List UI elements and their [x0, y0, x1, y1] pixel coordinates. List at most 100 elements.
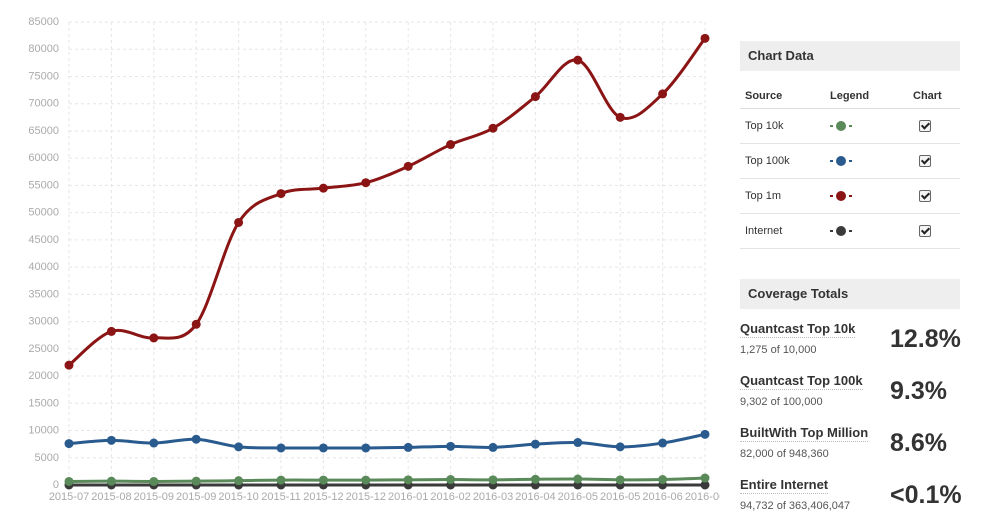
x-tick-label: 2015-09: [134, 491, 174, 503]
data-point-internet[interactable]: [700, 480, 710, 490]
series-line-top-10k: [68, 476, 706, 483]
data-point-top-100k[interactable]: [530, 439, 540, 449]
chart-toggle-checkbox[interactable]: [919, 225, 931, 238]
series-line-top-100k: [68, 432, 706, 450]
data-point-top-10k[interactable]: [106, 476, 116, 486]
y-tick-label: 85000: [28, 16, 59, 28]
y-tick-label: 35000: [28, 288, 59, 300]
table-row: Top 100k: [740, 143, 960, 179]
x-tick-label: 2015-08: [91, 491, 131, 503]
data-point-top-1m[interactable]: [149, 333, 159, 343]
y-tick-label: 50000: [28, 207, 59, 219]
data-point-top-100k[interactable]: [488, 442, 498, 452]
data-point-top-1m[interactable]: [446, 140, 456, 150]
x-tick-label: 2016-04: [515, 491, 555, 503]
data-point-top-1m[interactable]: [658, 89, 668, 99]
data-point-top-100k[interactable]: [403, 442, 413, 452]
data-point-top-10k[interactable]: [700, 473, 710, 483]
coverage-name-link[interactable]: Quantcast Top 100k: [740, 373, 863, 390]
chart-series: [64, 33, 710, 490]
coverage-name-link[interactable]: Quantcast Top 10k: [740, 321, 856, 338]
data-point-top-100k[interactable]: [106, 435, 116, 445]
table-header-row: Source Legend Chart: [740, 84, 960, 109]
chart-grid: [68, 21, 706, 486]
data-point-top-10k[interactable]: [573, 474, 583, 484]
data-point-top-100k[interactable]: [615, 442, 625, 452]
data-point-top-1m[interactable]: [488, 123, 498, 133]
y-tick-label: 80000: [28, 43, 59, 55]
data-point-top-1m[interactable]: [700, 33, 710, 43]
table-row: Internet: [740, 213, 960, 249]
data-point-top-10k[interactable]: [530, 474, 540, 484]
chart-data-header: Chart Data: [740, 41, 960, 71]
data-point-top-100k[interactable]: [234, 442, 244, 452]
coverage-item-top-million: BuiltWith Top Million 82,000 of 948,360 …: [740, 425, 980, 473]
data-point-top-100k[interactable]: [361, 443, 371, 453]
coverage-item-top-10k: Quantcast Top 10k 1,275 of 10,000 12.8%: [740, 321, 980, 369]
x-tick-label: 2016-02: [430, 491, 470, 503]
data-point-top-100k[interactable]: [149, 438, 159, 448]
y-tick-label: 60000: [28, 152, 59, 164]
series-line-top-1m: [68, 37, 707, 367]
data-point-top-1m[interactable]: [361, 178, 371, 188]
x-tick-label: 2015-09: [176, 491, 216, 503]
y-tick-label: 65000: [28, 125, 59, 137]
data-point-top-100k[interactable]: [276, 443, 286, 453]
data-point-top-100k[interactable]: [318, 443, 328, 453]
coverage-percent: 12.8%: [890, 325, 961, 353]
x-tick-label: 2016-06: [642, 491, 682, 503]
coverage-percent: 9.3%: [890, 377, 947, 405]
coverage-name-link[interactable]: Entire Internet: [740, 477, 829, 494]
data-point-top-1m[interactable]: [106, 326, 116, 336]
data-point-top-10k[interactable]: [191, 476, 201, 486]
data-point-top-1m[interactable]: [276, 189, 286, 199]
data-point-top-10k[interactable]: [658, 475, 668, 485]
data-point-top-10k[interactable]: [318, 475, 328, 485]
data-point-top-100k[interactable]: [573, 438, 583, 448]
data-point-top-10k[interactable]: [276, 475, 286, 485]
data-point-top-100k[interactable]: [64, 439, 74, 449]
data-point-top-10k[interactable]: [488, 475, 498, 485]
source-label: Top 1m: [740, 178, 825, 214]
y-tick-label: 5000: [35, 452, 59, 464]
data-point-top-100k[interactable]: [700, 429, 710, 439]
y-tick-label: 40000: [28, 261, 59, 273]
chart-toggle-checkbox[interactable]: [919, 120, 931, 133]
chart-toggle-checkbox[interactable]: [919, 155, 931, 168]
data-point-top-1m[interactable]: [573, 55, 583, 65]
data-point-top-1m[interactable]: [234, 217, 244, 227]
data-point-top-10k[interactable]: [403, 475, 413, 485]
data-point-top-10k[interactable]: [64, 476, 74, 486]
data-point-top-1m[interactable]: [615, 112, 625, 122]
data-point-top-1m[interactable]: [64, 360, 74, 370]
data-point-top-10k[interactable]: [446, 475, 456, 485]
data-point-top-10k[interactable]: [149, 476, 159, 486]
data-point-top-1m[interactable]: [530, 92, 540, 102]
coverage-detail: 1,275 of 10,000: [740, 344, 817, 356]
source-label: Top 10k: [740, 108, 825, 144]
x-tick-label: 2015-11: [261, 491, 301, 503]
coverage-percent: 8.6%: [890, 429, 947, 457]
y-axis-ticks: 0 5000 10000 15000 20000 25000 30000 35000 40000…: [28, 16, 59, 491]
chart-data-table: Source Legend Chart Top 10k Top 100k Top…: [740, 84, 960, 249]
x-tick-label: 2015-12: [346, 491, 386, 503]
data-point-top-10k[interactable]: [234, 476, 244, 486]
coverage-percent: <0.1%: [890, 481, 962, 509]
data-point-top-1m[interactable]: [403, 161, 413, 171]
chart-toggle-checkbox[interactable]: [919, 190, 931, 203]
data-point-top-10k[interactable]: [361, 475, 371, 485]
data-point-top-100k[interactable]: [191, 434, 201, 444]
y-tick-label: 15000: [28, 397, 59, 409]
data-point-top-1m[interactable]: [191, 319, 201, 329]
x-tick-label: 2016-05: [558, 491, 598, 503]
data-point-top-1m[interactable]: [318, 183, 328, 193]
data-point-top-10k[interactable]: [615, 475, 625, 485]
source-column-header: Source: [740, 84, 825, 109]
x-tick-label: 2015-07: [49, 491, 89, 503]
source-label: Internet: [740, 213, 825, 249]
y-tick-label: 70000: [28, 98, 59, 110]
y-tick-label: 0: [53, 479, 59, 491]
data-point-top-100k[interactable]: [658, 438, 668, 448]
data-point-top-100k[interactable]: [446, 441, 456, 451]
coverage-name-link[interactable]: BuiltWith Top Million: [740, 425, 869, 442]
